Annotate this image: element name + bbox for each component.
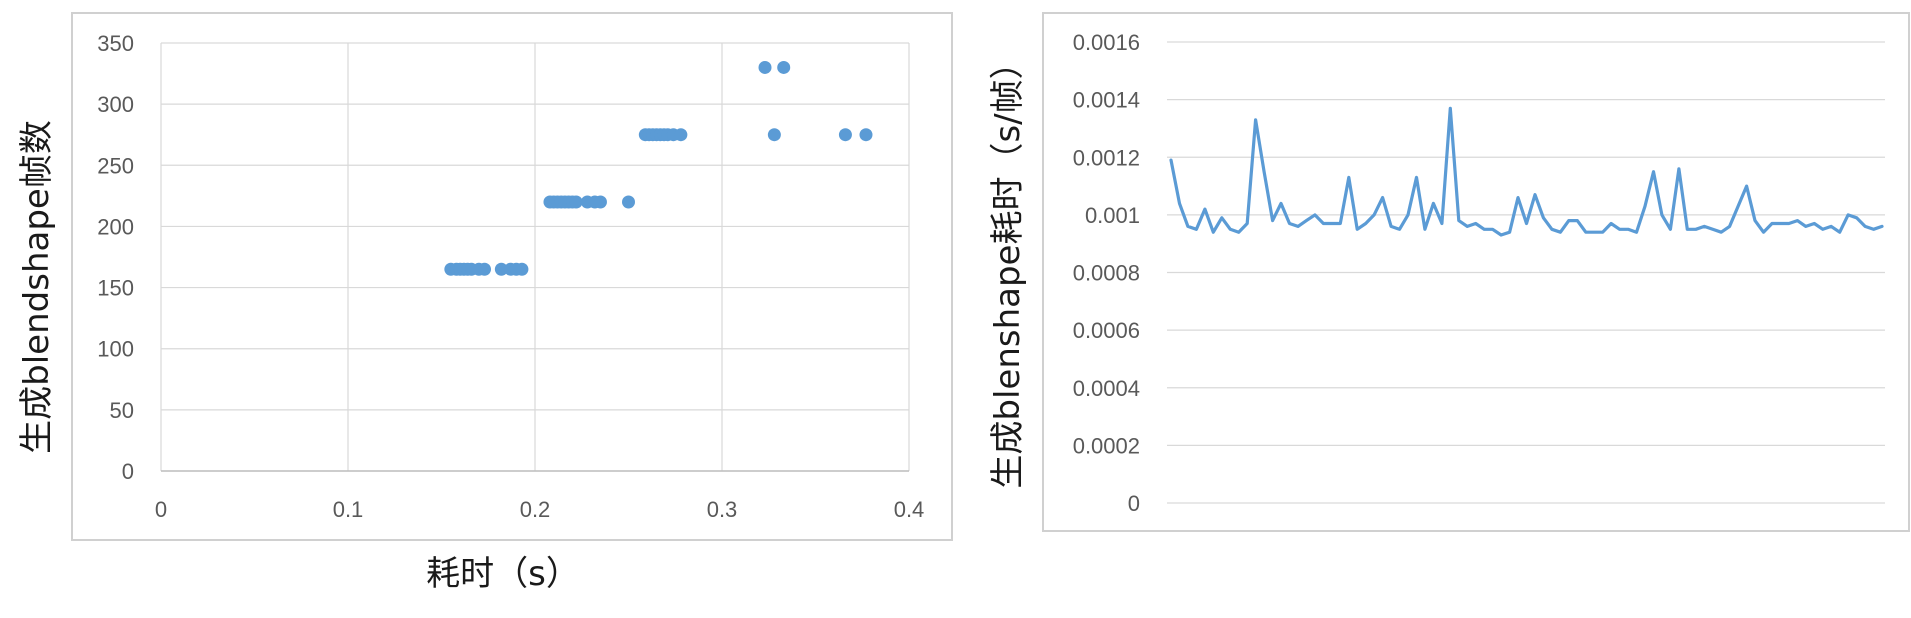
scatter-y-tick-label: 250	[97, 153, 134, 178]
scatter-y-tick-label: 150	[97, 276, 134, 301]
line-y-tick-labels: 0 0.0002 0.0004 0.0006 0.0008 0.001 0.0012 0.00…	[1073, 30, 1140, 516]
scatter-gridlines	[160, 42, 910, 472]
line-y-tick-label: 0.0012	[1073, 145, 1140, 170]
line-y-tick-label: 0.0002	[1073, 433, 1140, 458]
scatter-point	[758, 60, 772, 74]
line-y-tick-label: 0.0016	[1073, 30, 1140, 55]
scatter-point	[767, 128, 781, 142]
scatter-y-tick-label: 0	[122, 459, 134, 484]
scatter-y-tick-label: 50	[110, 398, 134, 423]
scatter-y-tick-label: 300	[97, 92, 134, 117]
scatter-x-tick-labels: 0 0.1 0.2 0.3 0.4	[155, 497, 924, 522]
scatter-x-axis-title: 耗时（s）	[426, 554, 580, 594]
scatter-x-tick-label: 0.3	[707, 497, 738, 522]
scatter-point	[569, 195, 583, 209]
scatter-points	[444, 60, 873, 276]
scatter-point	[838, 128, 852, 142]
line-series	[1169, 106, 1884, 237]
scatter-point	[593, 195, 607, 209]
scatter-x-tick-label: 0.2	[520, 497, 551, 522]
scatter-x-tick-label: 0	[155, 497, 167, 522]
line-y-tick-label: 0.0006	[1073, 318, 1140, 343]
line-chart: 0 0.0002 0.0004 0.0006 0.0008 0.001 0.0012 0.00…	[988, 12, 1910, 532]
line-y-tick-label: 0	[1128, 491, 1140, 516]
scatter-point	[622, 195, 635, 209]
scatter-y-tick-label: 100	[97, 337, 134, 362]
scatter-x-tick-label: 0.4	[894, 497, 925, 522]
scatter-point	[478, 262, 492, 276]
scatter-point	[674, 128, 688, 142]
scatter-y-tick-label: 200	[97, 214, 134, 239]
line-y-axis-title: 生成blenshape耗时（s/帧）	[988, 45, 1028, 488]
line-y-tick-label: 0.001	[1085, 203, 1140, 228]
scatter-chart: 0 50 100 150 200 250 300 350 0 0.1 0.2 0.3 0.4 耗时（s…	[17, 12, 953, 594]
scatter-y-tick-labels: 0 50 100 150 200 250 300 350	[97, 31, 134, 484]
scatter-y-tick-label: 350	[97, 31, 134, 56]
scatter-y-axis-title: 生成blendshape帧数	[17, 120, 57, 454]
scatter-chart-border	[71, 12, 953, 541]
line-y-tick-label: 0.0014	[1073, 88, 1140, 113]
line-y-tick-label: 0.0004	[1073, 376, 1140, 401]
scatter-x-tick-label: 0.1	[333, 497, 364, 522]
scatter-point	[859, 128, 873, 142]
line-y-tick-label: 0.0008	[1073, 261, 1140, 286]
scatter-point	[515, 262, 529, 276]
scatter-point	[494, 262, 508, 276]
scatter-point	[777, 60, 791, 74]
